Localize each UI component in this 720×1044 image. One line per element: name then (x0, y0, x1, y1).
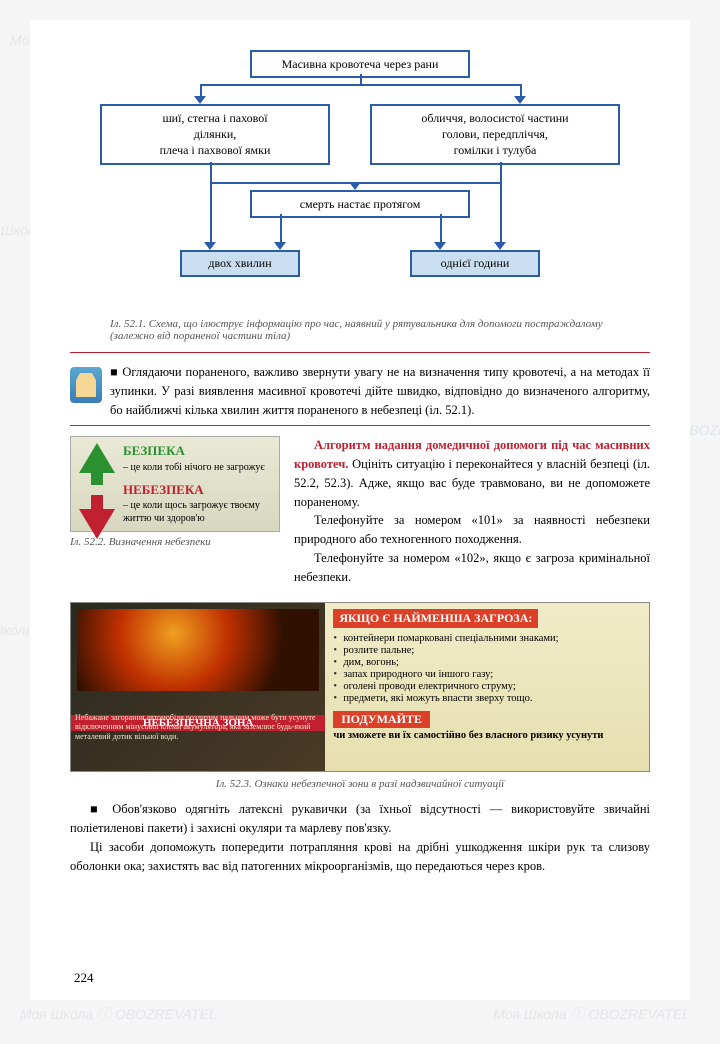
safety-section: БЕЗПЕКА – це коли тобі нічого не загрожу… (70, 436, 650, 586)
arrow-head-icon (434, 242, 446, 250)
connector (500, 162, 502, 184)
safety-green-title: БЕЗПЕКА (123, 443, 273, 459)
para-gloves: ■ Обов'язково одягніть латексні рукавичк… (70, 800, 650, 838)
safety-red-text: – це коли щось загрожує твоєму життю чи … (123, 500, 273, 525)
connector (280, 214, 282, 244)
arrow-head-icon (194, 96, 206, 104)
think-heading: ПОДУМАЙТЕ (333, 711, 430, 728)
threat-item: запах природного чи іншого газу; (333, 669, 641, 680)
para1-text: Оглядаючи пораненого, важливо звернути у… (110, 365, 650, 417)
think-text: чи зможете ви їх самостійно без власного… (333, 730, 641, 741)
watermark: Моя Школа (0, 622, 33, 638)
threat-item: дим, вогонь; (333, 657, 641, 668)
algo-p2: Телефонуйте за номером «101» за наявност… (294, 511, 650, 549)
watermark: OBOZREVATEL (115, 1006, 217, 1022)
safety-green-text: – це коли тобі нічого не загрожує (123, 462, 273, 475)
flowchart-521: Масивна кровотеча через рани шиї, стегна… (100, 50, 620, 300)
threat-heading: ЯКЩО Є НАЙМЕНША ЗАГРОЗА: (333, 609, 538, 628)
threat-item: предмети, які можуть впасти зверху тощо. (333, 693, 641, 704)
arrow-down-icon (79, 509, 115, 539)
arrow-head-icon (274, 242, 286, 250)
algorithm-text: Алгоритм надання домедичної допомоги під… (294, 436, 650, 586)
arrow-up-icon (79, 443, 115, 473)
connector (210, 162, 212, 184)
arrow-head-icon (514, 96, 526, 104)
note-icon (70, 367, 102, 403)
fire-image (77, 609, 319, 691)
arrow-head-icon (204, 242, 216, 250)
threat-item: контейнери помарковані спеціальними знак… (333, 633, 641, 644)
arrow-head-icon (349, 182, 361, 190)
connector (440, 214, 442, 244)
connector (200, 84, 520, 86)
danger-zone-text: Небажане загорання автомобіля розлитим п… (75, 697, 321, 769)
threat-item: оголені проводи електричного струму; (333, 681, 641, 692)
algo-p1: Оцініть ситуацію і переконайтеся у власн… (294, 457, 650, 509)
watermark: OBOZREVATEL (588, 1006, 690, 1022)
caption-521: Іл. 52.1. Схема, що ілюструє інформацію … (110, 318, 610, 342)
divider-red (70, 425, 650, 426)
fc-left: шиї, стегна і пахової ділянки, плеча і п… (100, 104, 330, 165)
page: Масивна кровотеча через рани шиї, стегна… (30, 20, 690, 1000)
arrow-up-icon (91, 471, 103, 485)
threat-list: контейнери помарковані спеціальними знак… (333, 633, 641, 704)
para-inspection: ■ Оглядаючи пораненого, важливо звернути… (70, 363, 650, 419)
algo-p3: Телефонуйте за номером «102», якщо є заг… (294, 549, 650, 587)
threat-item: розлите пальне; (333, 645, 641, 656)
fc-leaf-left: двох хвилин (180, 250, 300, 277)
infographic-523: НЕБЕЗПЕЧНА ЗОНА Небажане загорання автом… (70, 602, 650, 772)
info-right-panel: ЯКЩО Є НАЙМЕНША ЗАГРОЗА: контейнери пома… (325, 603, 649, 771)
connector (360, 74, 362, 84)
connector (500, 184, 502, 244)
info-left-panel: НЕБЕЗПЕЧНА ЗОНА Небажане загорання автом… (71, 603, 325, 771)
watermark: Моя Школа (20, 1006, 93, 1022)
arrow-head-icon (494, 242, 506, 250)
bullet: ■ (110, 365, 122, 379)
divider-red (70, 352, 650, 353)
safety-red-title: НЕБЕЗПЕКА (123, 482, 273, 498)
arrow-down-icon (91, 495, 103, 509)
page-number: 224 (74, 970, 94, 986)
fc-leaf-right: однієї години (410, 250, 540, 277)
watermark: Моя Школа (493, 1006, 566, 1022)
safety-definition-box: БЕЗПЕКА – це коли тобі нічого не загрожу… (70, 436, 280, 532)
fc-right: обличчя, волосистої частини голови, пере… (370, 104, 620, 165)
caption-523: Іл. 52.3. Ознаки небезпечної зони в разі… (70, 778, 650, 790)
safety-left-col: БЕЗПЕКА – це коли тобі нічого не загрожу… (70, 436, 280, 586)
connector (210, 184, 212, 244)
fc-middle: смерть настає протягом (250, 190, 470, 218)
para-protection: Ці засоби допоможуть попередити потрапля… (70, 838, 650, 876)
